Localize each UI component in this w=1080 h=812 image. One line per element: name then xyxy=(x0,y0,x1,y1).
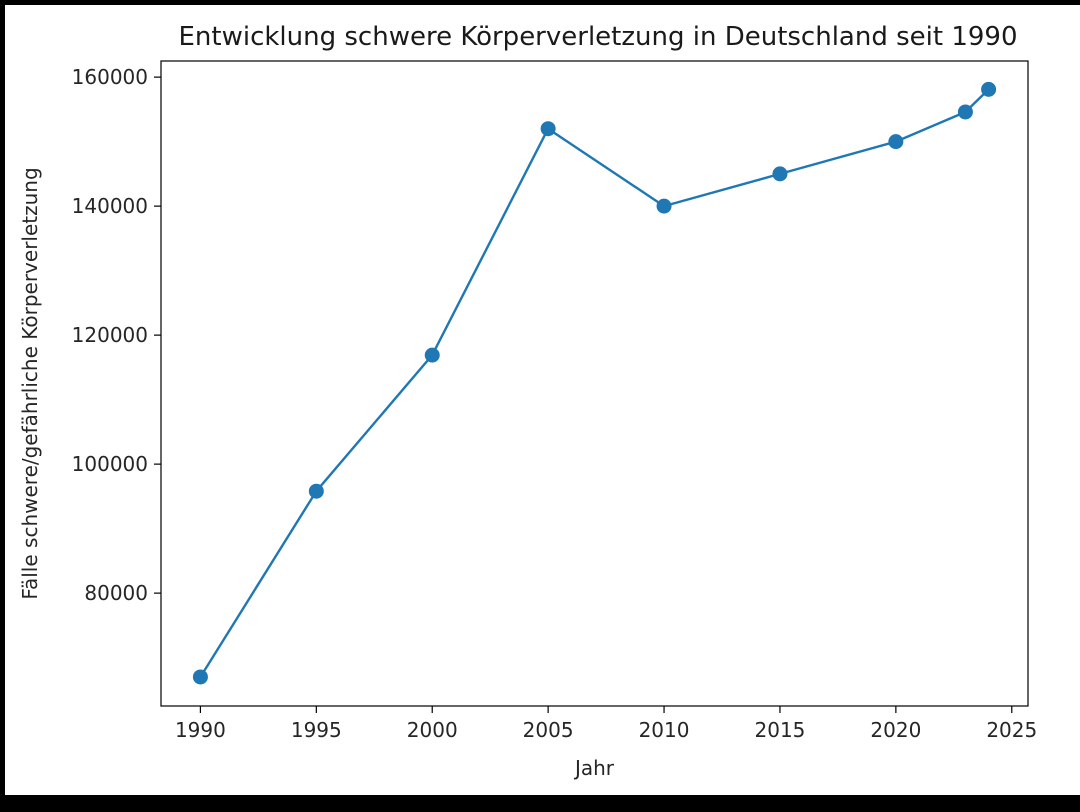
y-tick-label: 160000 xyxy=(72,65,148,89)
x-tick-label: 2005 xyxy=(523,718,574,742)
x-tick-label: 1990 xyxy=(175,718,226,742)
y-tick-label: 80000 xyxy=(84,581,148,605)
chart-figure: Entwicklung schwere Körperverletzung in … xyxy=(5,5,1080,795)
data-point xyxy=(772,166,788,182)
data-point xyxy=(192,669,208,685)
data-point xyxy=(981,81,997,97)
x-tick-label: 2000 xyxy=(407,718,458,742)
y-axis-label: Fälle schwere/gefährliche Körperverletzu… xyxy=(18,167,42,599)
x-tick-label: 2025 xyxy=(986,718,1037,742)
data-point xyxy=(888,134,904,150)
x-tick-label: 1995 xyxy=(291,718,342,742)
chart-title: Entwicklung schwere Körperverletzung in … xyxy=(178,22,1017,52)
data-point xyxy=(957,104,973,120)
data-point xyxy=(424,347,440,363)
x-tick-label: 2010 xyxy=(639,718,690,742)
y-tick-label: 120000 xyxy=(72,323,148,347)
data-point xyxy=(656,198,672,214)
line-chart: Entwicklung schwere Körperverletzung in … xyxy=(18,22,1037,780)
plot-area-frame xyxy=(160,60,1029,707)
y-tick-label: 140000 xyxy=(72,194,148,218)
x-axis: 1990 1995 2000 2005 2010 2015 2020 2025 xyxy=(175,706,1037,742)
y-tick-label: 100000 xyxy=(72,452,148,476)
series-line xyxy=(199,88,990,678)
x-tick-label: 2020 xyxy=(870,718,921,742)
series-layer xyxy=(192,81,997,685)
x-tick-label: 2015 xyxy=(755,718,806,742)
data-point xyxy=(308,483,324,499)
data-point xyxy=(540,121,556,137)
x-axis-label: Jahr xyxy=(573,756,615,780)
y-axis: 80000 100000 120000 140000 160000 xyxy=(72,65,161,605)
